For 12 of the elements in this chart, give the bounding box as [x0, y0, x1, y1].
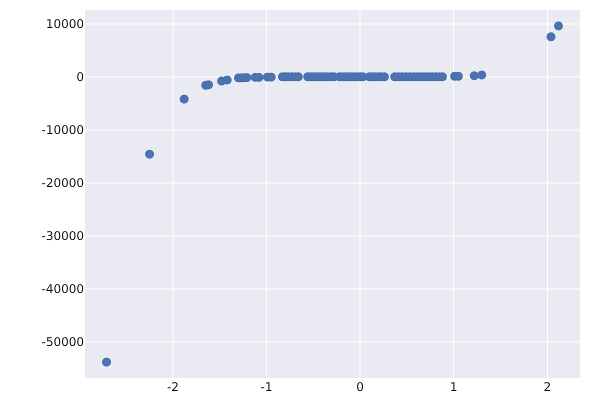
y-tick-label: -40000: [41, 282, 84, 296]
x-tick-label: 0: [356, 380, 364, 394]
y-tick-label: -10000: [41, 123, 84, 138]
x-tick-label: -1: [260, 380, 273, 394]
y-tick-label: 0: [76, 70, 84, 84]
y-tick-label: 10000: [46, 16, 84, 31]
x-tick-label: 2: [543, 380, 552, 394]
y-tick-label: -30000: [41, 229, 84, 244]
y-tick-label: -20000: [41, 176, 84, 190]
y-tick-label: -50000: [41, 335, 84, 350]
x-tick-label: 1: [450, 380, 458, 394]
x-tick-label: -2: [166, 380, 179, 394]
